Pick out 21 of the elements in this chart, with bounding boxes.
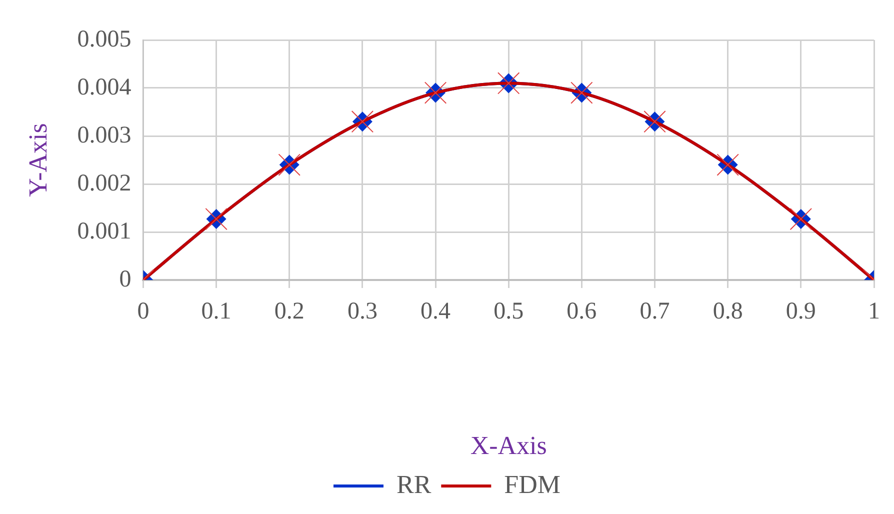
y-tick-label: 0.002 xyxy=(77,170,132,196)
x-tick-label: 0.5 xyxy=(494,298,524,325)
y-tick-label: 0.001 xyxy=(77,218,132,244)
x-tick-label: 0.7 xyxy=(640,298,670,325)
x-tick-label: 1 xyxy=(868,298,880,325)
x-tick-label: 0 xyxy=(137,298,150,325)
x-axis-title: X-Axis xyxy=(470,431,547,460)
y-tick-label: 0.004 xyxy=(77,74,132,100)
x-tick-label: 0.2 xyxy=(274,298,304,325)
legend-label: FDM xyxy=(504,470,561,499)
x-tick-label: 0.9 xyxy=(786,298,816,325)
legend-label: RR xyxy=(396,470,432,499)
y-tick-label: 0.003 xyxy=(77,122,132,148)
x-tick-label: 0.8 xyxy=(712,298,743,325)
y-tick-label: 0.005 xyxy=(77,26,132,52)
x-tick-label: 0.1 xyxy=(201,298,232,325)
x-tick-label: 0.6 xyxy=(566,298,597,325)
x-tick-label: 0.4 xyxy=(420,298,451,325)
y-tick-label: 0 xyxy=(119,266,132,292)
x-tick-label: 0.3 xyxy=(347,298,378,325)
y-axis-title: Y-Axis xyxy=(23,123,52,197)
